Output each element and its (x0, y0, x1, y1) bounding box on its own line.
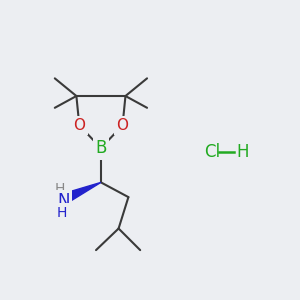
Text: B: B (95, 139, 106, 157)
Text: N: N (57, 192, 70, 210)
Text: O: O (116, 118, 128, 133)
Text: Cl: Cl (204, 143, 220, 161)
Text: H: H (55, 182, 65, 196)
Text: O: O (73, 118, 85, 133)
Text: H: H (56, 206, 67, 220)
Polygon shape (61, 182, 101, 204)
Text: H: H (236, 143, 249, 161)
